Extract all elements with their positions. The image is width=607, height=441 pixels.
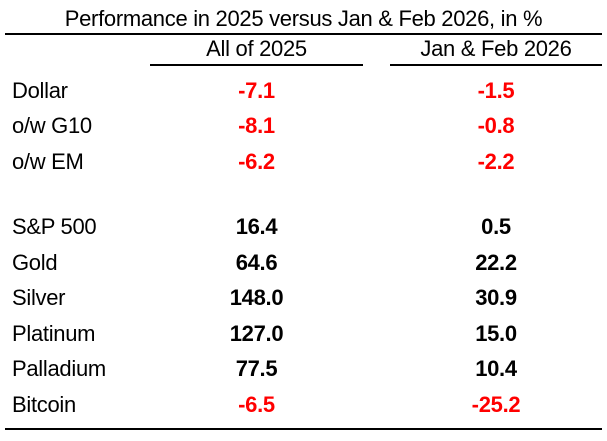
table-row-silver: Silver 148.0 30.9 xyxy=(0,281,607,317)
column-header-all-2025: All of 2025 xyxy=(150,34,363,66)
value-jan-feb-2026: 30.9 xyxy=(475,285,517,311)
row-label: Dollar xyxy=(12,77,68,103)
value-all-2025: 16.4 xyxy=(235,214,278,240)
value-jan-feb-2026: 10.4 xyxy=(475,356,517,382)
value-jan-feb-2026: -2.2 xyxy=(477,148,515,174)
table-row-platinum: Platinum 127.0 15.0 xyxy=(0,316,607,352)
value-all-2025: 77.5 xyxy=(235,356,278,382)
row-label: Platinum xyxy=(12,320,96,346)
value-all-2025: -6.2 xyxy=(238,148,275,174)
column-header-jan-feb-2026: Jan & Feb 2026 xyxy=(390,34,602,66)
table-body: Dollar -7.1 -1.5 o/w G10 -8.1 -0.8 o/w E… xyxy=(0,65,607,423)
value-all-2025: 64.6 xyxy=(235,249,278,275)
value-jan-feb-2026: -25.2 xyxy=(471,391,521,417)
row-label: o/w G10 xyxy=(12,113,92,139)
value-jan-feb-2026: -1.5 xyxy=(477,77,515,103)
value-jan-feb-2026: 0.5 xyxy=(481,214,511,240)
value-all-2025: 127.0 xyxy=(229,320,284,346)
table-row-palladium: Palladium 77.5 10.4 xyxy=(0,352,607,388)
group-separator xyxy=(0,180,607,210)
row-label: Gold xyxy=(12,249,58,275)
value-jan-feb-2026: -0.8 xyxy=(477,113,515,139)
row-label: Palladium xyxy=(12,356,106,382)
row-label: Bitcoin xyxy=(12,391,76,417)
table-row-dollar: Dollar -7.1 -1.5 xyxy=(0,73,607,109)
table-row-gold: Gold 64.6 22.2 xyxy=(0,245,607,281)
value-all-2025: 148.0 xyxy=(229,285,284,311)
row-label: Silver xyxy=(12,285,66,311)
value-jan-feb-2026: 22.2 xyxy=(475,249,517,275)
table-title: Performance in 2025 versus Jan & Feb 202… xyxy=(64,6,543,31)
table-row-ow-g10: o/w G10 -8.1 -0.8 xyxy=(0,109,607,145)
row-label: S&P 500 xyxy=(12,214,97,240)
bottom-rule xyxy=(5,427,602,430)
value-all-2025: -6.5 xyxy=(238,391,275,417)
value-jan-feb-2026: 15.0 xyxy=(475,320,517,346)
table-row-sp500: S&P 500 16.4 0.5 xyxy=(0,210,607,246)
column-header-row: All of 2025 Jan & Feb 2026 xyxy=(0,34,607,66)
value-all-2025: -7.1 xyxy=(238,77,275,103)
table-row-ow-em: o/w EM -6.2 -2.2 xyxy=(0,144,607,180)
top-rule xyxy=(5,33,602,35)
row-label: o/w EM xyxy=(12,148,84,174)
table-row-bitcoin: Bitcoin -6.5 -25.2 xyxy=(0,387,607,423)
value-all-2025: -8.1 xyxy=(238,113,275,139)
